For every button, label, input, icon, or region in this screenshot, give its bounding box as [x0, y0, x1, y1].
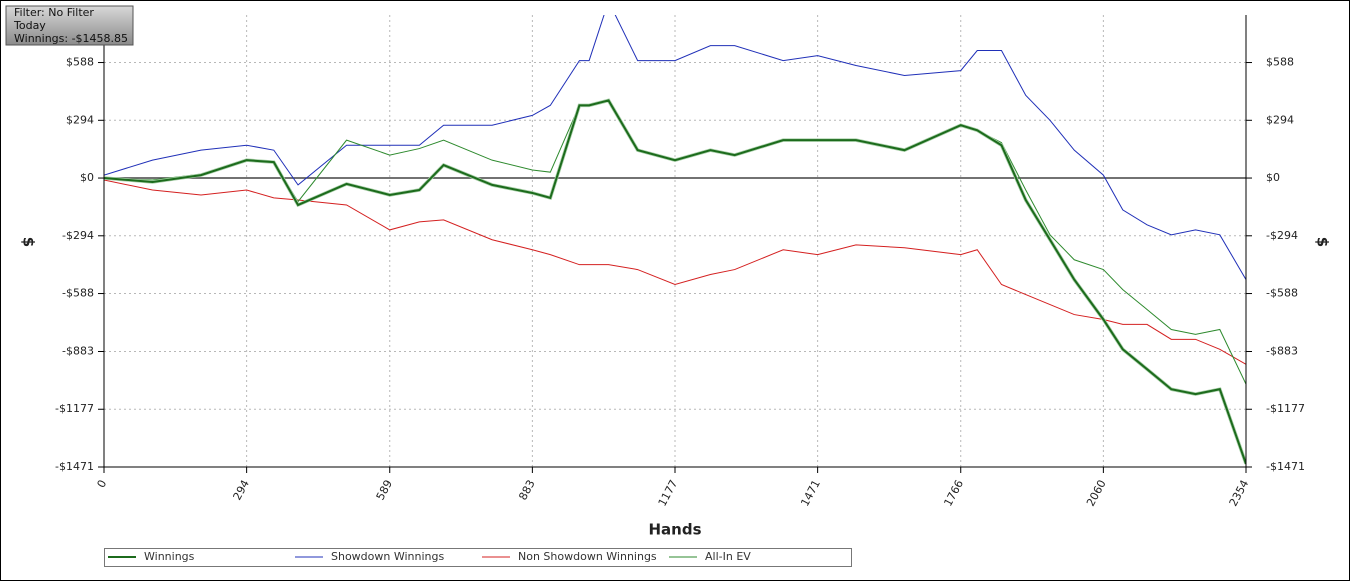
- legend-label: Non Showdown Winnings: [518, 550, 657, 563]
- series-line: [104, 99, 1246, 465]
- y-tick-label: $0: [80, 171, 94, 184]
- x-axis-title: Hands: [648, 521, 701, 539]
- y-tick-label: -$1177: [55, 402, 94, 415]
- y2-tick-label: $0: [1266, 171, 1280, 184]
- y2-tick-label: $294: [1266, 113, 1294, 126]
- legend-label: Showdown Winnings: [331, 550, 445, 563]
- y-tick-label: -$294: [62, 229, 94, 242]
- filter-line: Winnings: -$1458.85: [14, 32, 128, 45]
- filter-box: Filter: No Filter Today Winnings: -$1458…: [5, 5, 134, 46]
- series-line: [104, 15, 1246, 280]
- legend-label: All-In EV: [705, 550, 751, 563]
- y2-tick-label: -$1471: [1266, 460, 1305, 473]
- legend: Winnings Showdown Winnings Non Showdown Wi…: [104, 548, 852, 567]
- y-tick-label: -$588: [62, 287, 94, 300]
- y-tick-label: $294: [66, 113, 94, 126]
- legend-box: [104, 548, 852, 567]
- y2-tick-label: -$1177: [1266, 402, 1305, 415]
- y2-axis-title: $: [1314, 237, 1332, 247]
- y2-tick-label: $588: [1266, 56, 1294, 69]
- filter-box-bg: [5, 5, 134, 46]
- filter-line: Filter: No Filter: [14, 6, 94, 19]
- filter-line: Today: [13, 19, 46, 32]
- y-axis-title: $: [20, 237, 38, 247]
- y2-tick-label: -$294: [1266, 229, 1298, 242]
- y2-tick-label: -$883: [1266, 344, 1298, 357]
- y-tick-label: $588: [66, 56, 94, 69]
- legend-label: Winnings: [144, 550, 195, 563]
- y2-tick-label: -$588: [1266, 287, 1298, 300]
- y-tick-label: -$1471: [55, 460, 94, 473]
- y-tick-label: -$883: [62, 344, 94, 357]
